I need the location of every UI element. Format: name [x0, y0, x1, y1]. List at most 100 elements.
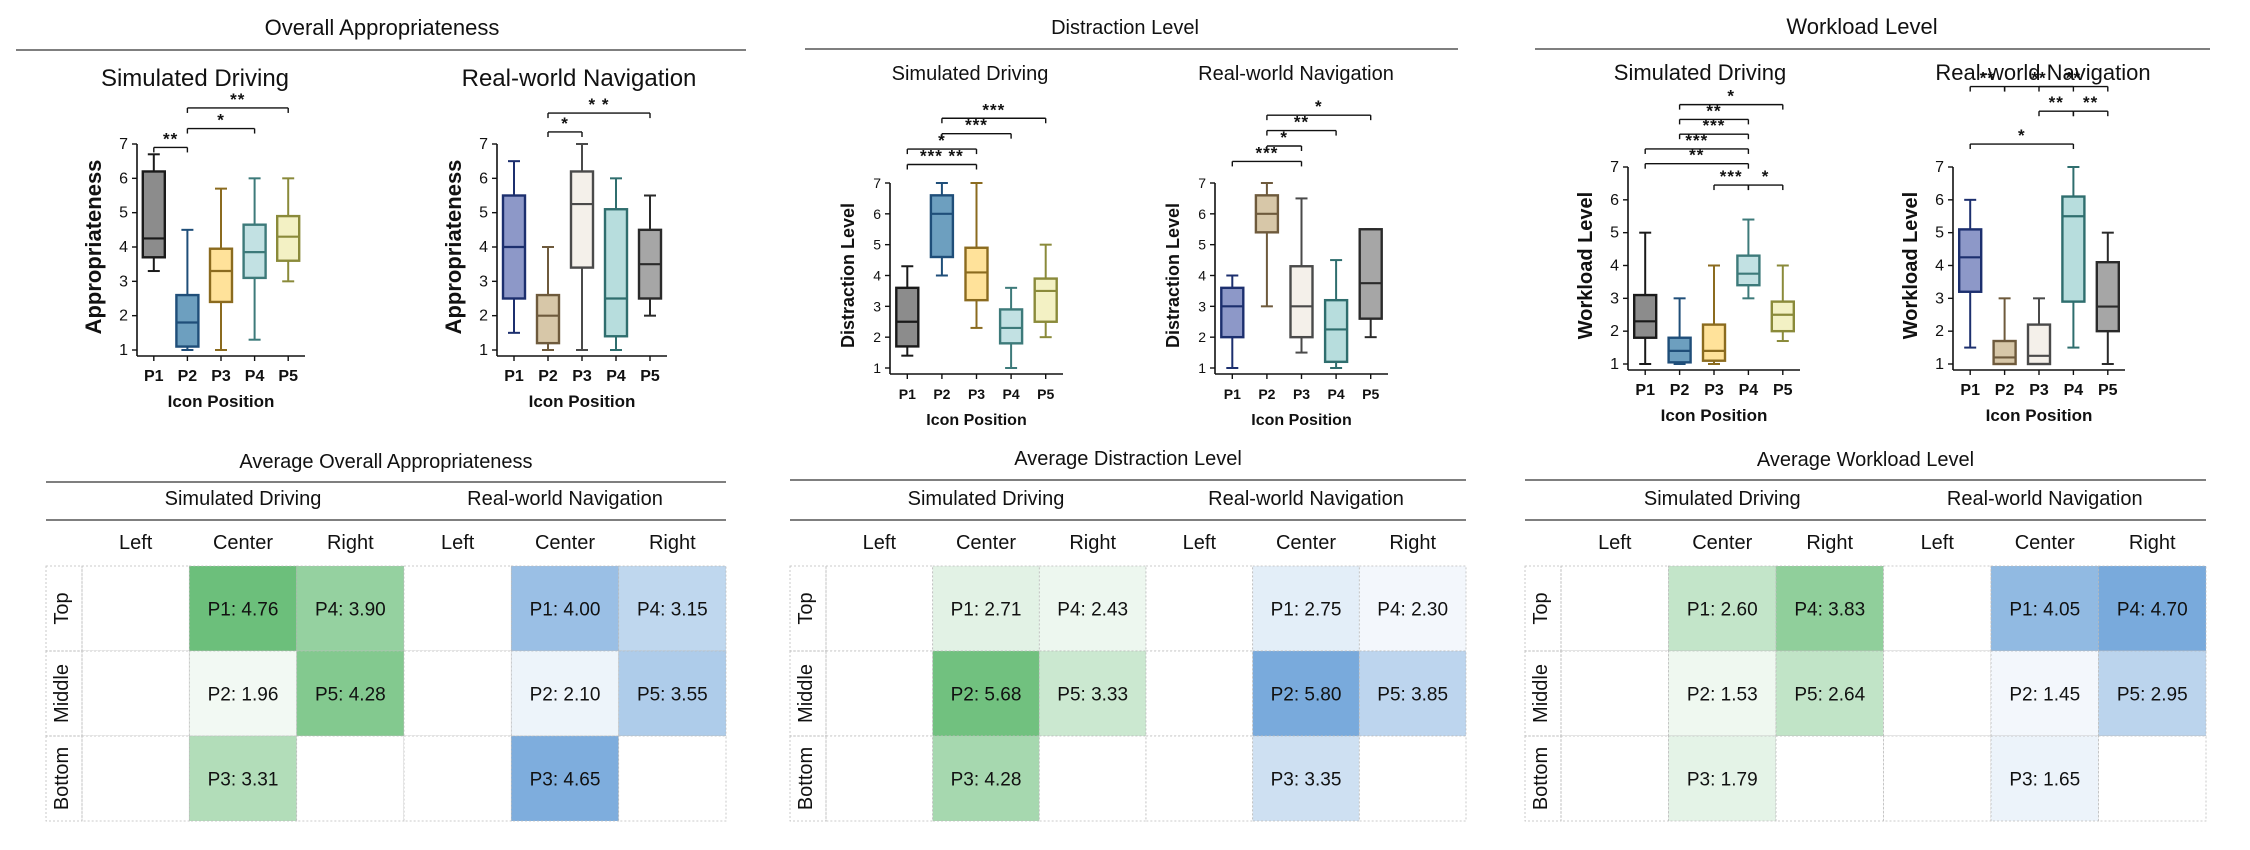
- box-P1: [895, 265, 920, 357]
- panel-title: Overall Appropriateness: [265, 15, 500, 40]
- box-P1: [1957, 198, 1983, 349]
- box-P4: [998, 286, 1024, 369]
- x-tick-label: P2: [933, 386, 950, 402]
- heat-cell: [403, 650, 512, 737]
- y-tick-label: 3: [119, 273, 128, 290]
- heat-cell: [1775, 565, 1884, 652]
- box-P5: [276, 177, 301, 283]
- row-label-cell: [789, 565, 827, 652]
- cell-value: P4: 2.43: [1057, 600, 1128, 621]
- box-iqr: [929, 194, 955, 259]
- x-axis-label: Icon Position: [926, 412, 1026, 429]
- y-tick-label: 4: [1198, 268, 1206, 284]
- y-tick-label: 1: [479, 342, 488, 359]
- box-P3: [964, 182, 989, 329]
- panel-title: Distraction Level: [1051, 17, 1199, 39]
- row-label: Top: [795, 592, 817, 624]
- row-label: Middle: [1530, 664, 1552, 723]
- heat-cell: [1560, 650, 1669, 737]
- column-label: Left: [1921, 532, 1955, 554]
- box-iqr: [208, 247, 234, 304]
- box-chart-1: Real-world Navigation 1 2 3 4 5 6 7 P1 P2 P3 P4 P5Ic…: [441, 65, 696, 411]
- column-label: Center: [213, 532, 273, 554]
- significance-bracket: ***: [1678, 116, 1750, 140]
- y-tick-label: 3: [1610, 290, 1619, 307]
- column-label: Right: [1806, 532, 1853, 554]
- column-label: Right: [1389, 532, 1436, 554]
- significance-label: ***: [1685, 131, 1708, 150]
- column-label: Left: [119, 532, 153, 554]
- heat-cell: [932, 650, 1040, 737]
- box-P3: [208, 187, 234, 351]
- box-P4: [603, 177, 629, 351]
- y-tick-label: 2: [119, 308, 128, 325]
- box-iqr: [603, 208, 629, 338]
- x-axis-label: Icon Position: [1661, 406, 1768, 425]
- significance-label: **: [1980, 69, 1995, 88]
- box-iqr: [1289, 265, 1314, 339]
- x-tick-label: P4: [1328, 386, 1345, 402]
- box-iqr: [998, 308, 1024, 345]
- box-iqr: [1992, 339, 2017, 366]
- column-label: Center: [535, 532, 595, 554]
- y-tick-label: 1: [873, 360, 881, 376]
- x-axis-label: Icon Position: [529, 392, 636, 411]
- significance-label: *: [561, 114, 569, 133]
- heat-cell: [618, 735, 727, 822]
- x-tick-label: P4: [606, 368, 626, 385]
- y-tick-label: 5: [1198, 237, 1206, 253]
- group-label-simulated: Simulated Driving: [908, 488, 1065, 510]
- box-iqr: [276, 214, 301, 262]
- x-tick-label: P2: [1995, 382, 2015, 399]
- box-P1: [141, 153, 167, 273]
- x-tick-label: P5: [1362, 386, 1379, 402]
- significance-label: * *: [589, 95, 610, 114]
- box-iqr: [2026, 323, 2052, 366]
- column-label: Right: [649, 532, 696, 554]
- x-tick-label: P2: [538, 368, 558, 385]
- box-iqr: [2061, 195, 2086, 303]
- column-label: Left: [1598, 532, 1632, 554]
- cell-value: P1: 2.60: [1687, 600, 1758, 621]
- cell-value: P2: 1.96: [208, 685, 279, 706]
- heat-cell: [1145, 735, 1254, 822]
- x-axis-label: Icon Position: [168, 392, 275, 411]
- x-tick-label: P1: [899, 386, 916, 402]
- row-label-cell: [45, 735, 83, 822]
- box-P3: [2026, 297, 2052, 366]
- heat-cell: [81, 650, 190, 737]
- significance-bracket: *: [1266, 128, 1303, 151]
- box-iqr: [141, 170, 167, 259]
- cell-value: P5: 3.33: [1057, 685, 1128, 706]
- row-label: Bottom: [1530, 747, 1552, 810]
- table-title: Average Distraction Level: [1014, 448, 1242, 470]
- heat-cell: [2098, 735, 2207, 822]
- x-tick-label: P3: [211, 368, 231, 385]
- box-P4: [1736, 218, 1761, 300]
- cell-value: P2: 2.10: [530, 685, 601, 706]
- chart-title: Simulated Driving: [101, 65, 289, 92]
- box-iqr: [535, 293, 561, 345]
- x-tick-label: P5: [1037, 386, 1054, 402]
- y-tick-label: 5: [873, 237, 881, 253]
- cell-value: P4: 3.83: [1794, 600, 1865, 621]
- group-label-real: Real-world Navigation: [467, 488, 663, 510]
- x-tick-label: P2: [1258, 386, 1275, 402]
- box-P1: [501, 160, 527, 334]
- row-label: Top: [1530, 592, 1552, 624]
- y-axis-label: Appropriateness: [81, 160, 106, 335]
- y-tick-label: 6: [479, 170, 488, 187]
- x-tick-label: P1: [1224, 386, 1241, 402]
- box-chart-3: Real-world Navigation 1 2 3 4 5 6 7 P1 P2 P3 P4 P5 Ic…: [1163, 63, 1394, 429]
- column-label: Right: [1069, 532, 1116, 554]
- heat-cell: [1560, 565, 1669, 652]
- row-label: Middle: [795, 664, 817, 723]
- significance-label: *: [2018, 126, 2026, 145]
- box-P3: [569, 143, 595, 351]
- box-P5: [637, 194, 663, 317]
- significance-label: ***: [965, 116, 988, 135]
- panel-header-distraction: Distraction Level: [805, 17, 1458, 50]
- box-P4: [2061, 166, 2086, 349]
- significance-bracket: ***: [941, 116, 1012, 139]
